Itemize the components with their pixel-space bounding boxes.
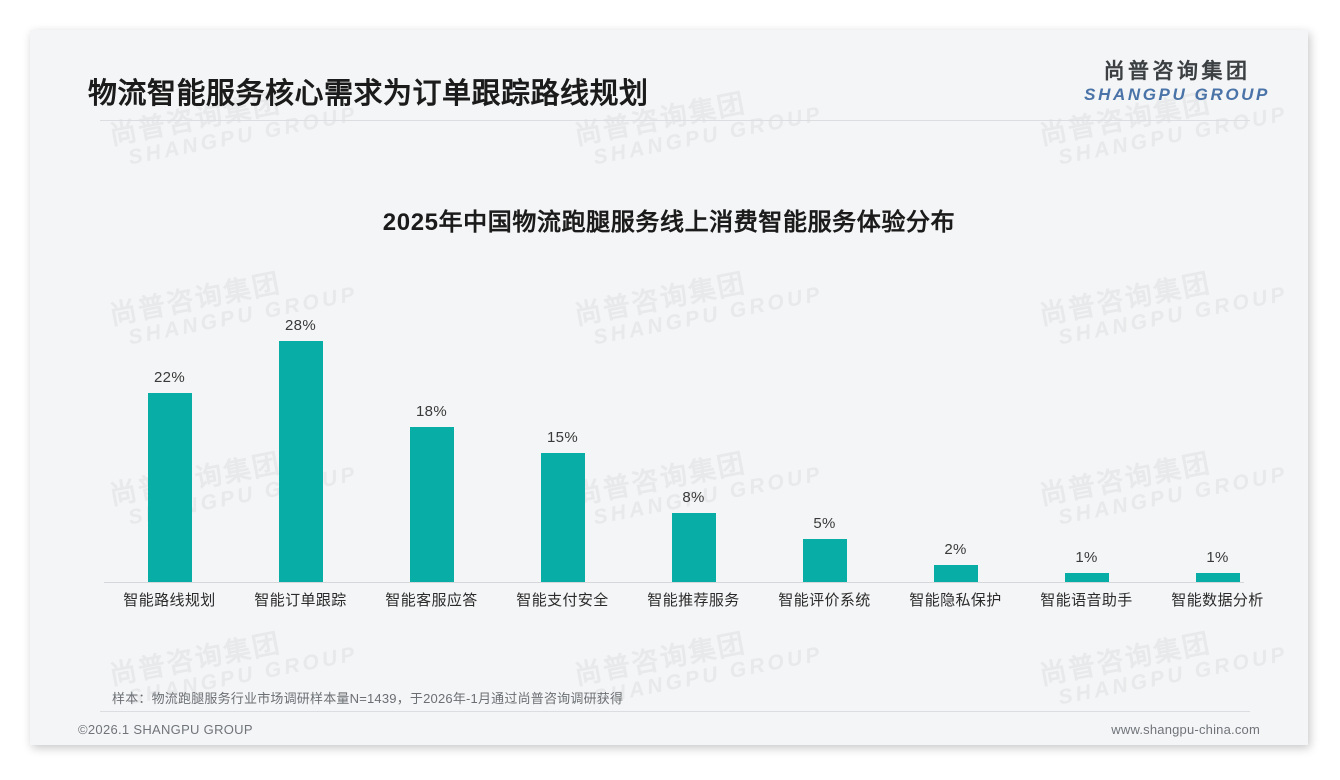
x-axis-label: 智能隐私保护	[890, 589, 1021, 610]
bar-value-label: 28%	[285, 317, 316, 335]
x-axis-label-text: 智能评价系统	[778, 592, 871, 609]
x-axis-label-text: 智能订单跟踪	[254, 592, 347, 609]
website-link[interactable]: www.shangpu-china.com	[1111, 722, 1260, 737]
x-axis-label-text: 智能推荐服务	[647, 592, 740, 609]
x-axis-label: 智能评价系统	[759, 589, 890, 610]
bar-rect[interactable]	[802, 539, 847, 582]
brand-logo: 尚普咨询集团 SHANGPU GROUP	[1084, 60, 1270, 104]
x-axis-label: 智能语音助手	[1021, 589, 1152, 610]
bar-value-label: 8%	[682, 489, 705, 507]
bar-value-label: 18%	[416, 403, 447, 421]
x-axis-label-text: 智能支付安全	[516, 592, 609, 609]
bar-group: 1%	[1021, 256, 1152, 582]
bar-group: 22%	[104, 256, 235, 582]
slide-card: 尚普咨询集团 SHANGPU GROUP 尚普咨询集团 SHANGPU GROUP 尚普…	[30, 30, 1308, 745]
bar-value-label: 5%	[813, 515, 836, 532]
bar-value-label: 2%	[944, 540, 967, 558]
bar-column[interactable]: 18%	[409, 256, 454, 582]
bar-rect[interactable]	[540, 453, 585, 582]
bar-group: 8%	[628, 256, 759, 582]
bar-column[interactable]: 5%	[802, 256, 847, 582]
chart-title: 2025年中国物流跑腿服务线上消费智能服务体验分布	[382, 209, 956, 236]
bar-column[interactable]: 2%	[933, 256, 978, 582]
chart-region: 2025年中国物流跑腿服务线上消费智能服务体验分布 22% 28% 18% 15% 8%…	[30, 126, 1308, 656]
bar-group: 15%	[497, 256, 628, 582]
header-divider	[100, 120, 1250, 121]
bar-rect[interactable]	[147, 392, 192, 582]
x-axis-label: 智能客服应答	[366, 589, 497, 610]
bar-column[interactable]: 15%	[540, 256, 585, 582]
x-axis-label-text: 智能路线规划	[123, 592, 216, 609]
bar-group: 2%	[890, 256, 1021, 582]
bar-rect[interactable]	[278, 341, 323, 582]
x-axis-label: 智能支付安全	[497, 589, 628, 610]
bar-chart-plot-area: 22% 28% 18% 15% 8% 5% 2% 1% 1% 智能路线规划 智能订单跟踪 智能客服应…	[78, 256, 1266, 616]
x-axis-line	[104, 582, 1244, 583]
x-axis-label-text: 智能语音助手	[1040, 592, 1133, 609]
bar-rect[interactable]	[671, 513, 716, 582]
brand-logo-english: SHANGPU GROUP	[1084, 84, 1270, 104]
bar-group: 28%	[235, 256, 366, 582]
page-title: 物流智能服务核心需求为订单跟踪路线规划	[88, 78, 649, 110]
bar-group: 1%	[1152, 256, 1283, 582]
x-axis-label: 智能数据分析	[1152, 589, 1283, 610]
x-axis-label-text: 智能客服应答	[385, 592, 478, 609]
slide-header: 物流智能服务核心需求为订单跟踪路线规划 尚普咨询集团 SHANGPU GROUP	[30, 30, 1308, 120]
bar-group: 18%	[366, 256, 497, 582]
bar-value-label: 22%	[154, 368, 185, 386]
sample-footnote: 样本：物流跑腿服务行业市场调研样本量N=1439，于2026年-1月通过尚普咨询…	[112, 691, 624, 706]
x-axis-label: 智能路线规划	[104, 589, 235, 610]
x-axis-label: 智能推荐服务	[628, 589, 759, 610]
x-axis-label-text: 智能数据分析	[1171, 592, 1264, 609]
bar-group: 5%	[759, 256, 890, 582]
bar-value-label: 1%	[1075, 549, 1098, 567]
bar-rect[interactable]	[1195, 573, 1240, 582]
brand-logo-chinese: 尚普咨询集团	[1103, 60, 1251, 83]
copyright-text: ©2026.1 SHANGPU GROUP	[78, 722, 253, 737]
bar-column[interactable]: 8%	[671, 256, 716, 582]
footer-divider	[100, 711, 1250, 712]
x-axis-label-text: 智能隐私保护	[909, 592, 1002, 609]
bar-rect[interactable]	[1064, 573, 1109, 582]
bar-rect[interactable]	[933, 564, 978, 582]
bar-column[interactable]: 22%	[147, 256, 192, 582]
x-axis-label: 智能订单跟踪	[235, 589, 366, 610]
bar-column[interactable]: 1%	[1195, 256, 1240, 582]
bar-value-label: 15%	[547, 429, 578, 446]
slide-footer: ©2026.1 SHANGPU GROUP www.shangpu-china.…	[30, 711, 1308, 745]
bar-column[interactable]: 28%	[278, 256, 323, 582]
bar-value-label: 1%	[1206, 549, 1229, 567]
bar-rect[interactable]	[409, 427, 454, 582]
bar-column[interactable]: 1%	[1064, 256, 1109, 582]
